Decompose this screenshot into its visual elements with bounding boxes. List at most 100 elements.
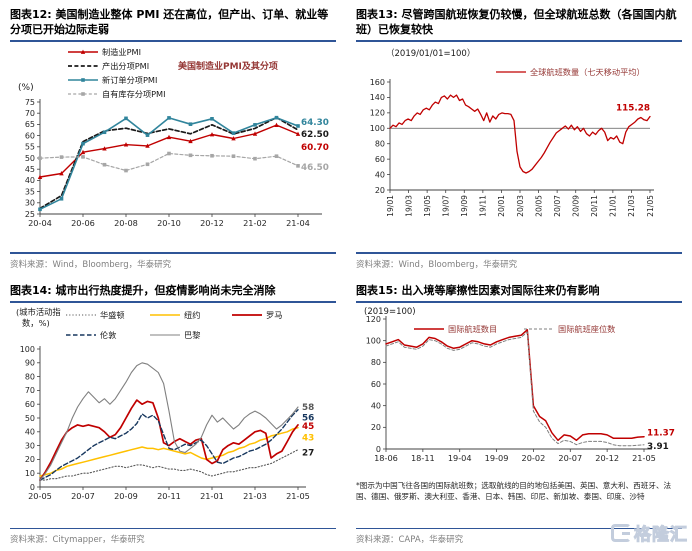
svg-text:115.28: 115.28	[616, 104, 650, 114]
source-note: 资料来源：Wind，Bloomberg，华泰研究	[356, 259, 518, 270]
svg-text:65: 65	[25, 121, 35, 130]
svg-text:120: 120	[366, 314, 381, 323]
svg-text:64.30: 64.30	[301, 118, 329, 128]
svg-text:20-05: 20-05	[28, 491, 52, 501]
source-note: 资料来源：CAPA，华泰研究	[356, 535, 464, 545]
svg-text:21/03: 21/03	[627, 195, 636, 217]
svg-text:自有库存分项PMI: 自有库存分项PMI	[102, 89, 166, 99]
svg-text:20: 20	[371, 423, 381, 432]
svg-text:0: 0	[376, 444, 381, 453]
svg-text:35: 35	[25, 188, 35, 197]
svg-text:30: 30	[25, 441, 35, 450]
svg-text:华盛顿: 华盛顿	[100, 310, 125, 320]
title-divider	[356, 300, 682, 303]
svg-text:40: 40	[371, 401, 381, 410]
svg-text:75: 75	[25, 98, 35, 107]
svg-text:罗马: 罗马	[266, 310, 282, 320]
svg-text:20: 20	[25, 455, 35, 464]
source-divider	[10, 252, 336, 254]
svg-text:11.37: 11.37	[647, 428, 675, 438]
svg-text:62.50: 62.50	[301, 130, 329, 140]
svg-text:19/11: 19/11	[479, 195, 488, 217]
svg-text:20/05: 20/05	[534, 195, 543, 217]
global-flights-line-chart: 20 40 60 80 100 120 140 160 19/01 19/03 19/05 19/07…	[370, 48, 655, 217]
svg-text:20-11: 20-11	[157, 491, 181, 501]
svg-text:21-05: 21-05	[632, 453, 656, 463]
panel-figure-13: 图表13: 尽管跨国航班恢复仍较慢，但全球航班总数（各国国内航班）已恢复较快 2…	[346, 0, 692, 276]
svg-text:国际航班座位数: 国际航班座位数	[558, 324, 615, 334]
svg-text:58: 58	[302, 403, 314, 413]
figure-13-title: 图表13: 尽管跨国航班恢复仍较慢，但全球航班总数（各国国内航班）已恢复较快	[356, 8, 677, 37]
svg-text:20/07: 20/07	[553, 195, 562, 217]
svg-text:50: 50	[25, 413, 35, 422]
svg-text:27: 27	[302, 448, 314, 458]
title-divider	[10, 300, 336, 303]
svg-text:80: 80	[371, 358, 381, 367]
svg-text:20/03: 20/03	[516, 195, 525, 217]
source-divider	[10, 527, 336, 529]
svg-text:(%): (%)	[18, 83, 34, 93]
svg-text:21-01: 21-01	[200, 491, 224, 501]
svg-text:18-06: 18-06	[374, 453, 398, 463]
svg-text:45: 45	[302, 422, 314, 432]
source-note: 资料来源：Citymapper，华泰研究	[10, 535, 145, 545]
svg-text:40: 40	[25, 427, 35, 436]
svg-text:40: 40	[375, 171, 385, 180]
svg-text:46.50: 46.50	[301, 163, 329, 173]
svg-text:70: 70	[25, 109, 35, 118]
svg-text:20-09: 20-09	[114, 491, 138, 501]
svg-text:60: 60	[371, 379, 381, 388]
svg-text:20-07: 20-07	[71, 491, 95, 501]
svg-text:60.70: 60.70	[301, 143, 329, 153]
figure-12-title: 图表12: 美国制造业整体 PMI 还在高位，但产出、订单、就业等分项已开始边际…	[10, 8, 329, 37]
svg-text:(2019=100): (2019=100)	[364, 307, 416, 317]
svg-text:100: 100	[366, 336, 381, 345]
svg-text:巴黎: 巴黎	[184, 330, 200, 340]
svg-text:19-04: 19-04	[448, 453, 472, 463]
svg-text:20-12: 20-12	[595, 453, 619, 463]
svg-text:20-06: 20-06	[71, 218, 95, 228]
svg-text:70: 70	[25, 386, 35, 395]
svg-text:21-05: 21-05	[286, 491, 310, 501]
svg-text:43: 43	[302, 433, 314, 443]
svg-text:20/09: 20/09	[572, 195, 581, 217]
svg-text:100: 100	[370, 124, 385, 133]
svg-text:19/05: 19/05	[423, 195, 432, 217]
svg-text:50: 50	[25, 154, 35, 163]
svg-text:55: 55	[25, 143, 35, 152]
source-divider	[356, 252, 682, 254]
svg-text:(城市活动指: (城市活动指	[16, 307, 61, 317]
svg-text:30: 30	[25, 199, 35, 208]
svg-text:纽约: 纽约	[184, 310, 200, 320]
svg-text:90: 90	[25, 358, 35, 367]
source-block: 资料来源：Wind，Bloomberg，华泰研究	[356, 252, 682, 271]
svg-text:产出分项PMI: 产出分项PMI	[102, 61, 149, 71]
intl-flights-line-chart: 0 20 40 60 80 100 120 18-06 18-11 19-04 19-09 20-02…	[364, 307, 675, 463]
svg-text:19/07: 19/07	[442, 195, 451, 217]
svg-text:20-04: 20-04	[28, 218, 52, 228]
source-block: 资料来源：Citymapper，华泰研究	[10, 527, 336, 547]
svg-text:21-02: 21-02	[243, 218, 267, 228]
source-block: 资料来源：CAPA，华泰研究	[356, 527, 682, 547]
svg-text:19-09: 19-09	[485, 453, 509, 463]
svg-text:40: 40	[25, 177, 35, 186]
svg-text:10: 10	[25, 469, 35, 478]
svg-text:20-12: 20-12	[200, 218, 224, 228]
svg-text:21/01: 21/01	[609, 195, 618, 217]
figure-15-title: 图表15: 出入境等摩擦性因素对国际往来仍有影响	[356, 283, 600, 297]
svg-text:60: 60	[25, 400, 35, 409]
gelonghui-logo-text: 格隆汇	[634, 525, 688, 546]
svg-text:21/05: 21/05	[646, 195, 655, 217]
figure-14-title: 图表14: 城市出行热度提升，但疫情影响尚未完全消除	[10, 283, 276, 297]
panel-figure-12: 图表12: 美国制造业整体 PMI 还在高位，但产出、订单、就业等分项已开始边际…	[0, 0, 346, 276]
svg-text:18-11: 18-11	[411, 453, 435, 463]
figure-footnote: *图示为中国飞往各国的国际航班数；选取航线的目的地包括美国、英国、意大利、西班牙…	[356, 480, 672, 502]
svg-text:全球航班数量（七天移动平均）: 全球航班数量（七天移动平均）	[530, 67, 645, 77]
svg-text:80: 80	[375, 140, 385, 149]
svg-text:56: 56	[302, 413, 314, 423]
svg-text:19/01: 19/01	[386, 195, 395, 217]
svg-text:19/03: 19/03	[404, 195, 413, 217]
panel-figure-14: 图表14: 城市出行热度提升，但疫情影响尚未完全消除 0 10 20 30 40 50 60…	[0, 276, 346, 551]
svg-text:数，%): 数，%)	[22, 318, 50, 328]
